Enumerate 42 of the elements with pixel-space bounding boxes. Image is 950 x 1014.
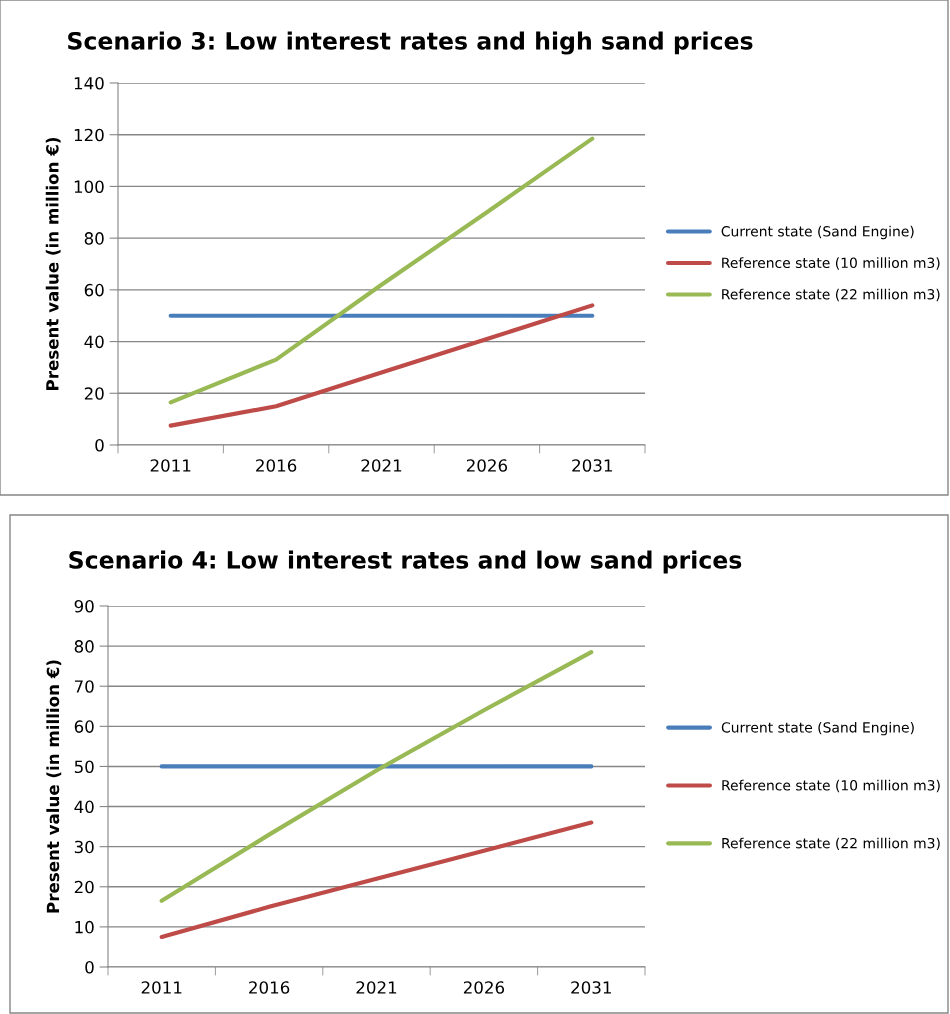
y-tick-label: 0: [85, 960, 94, 974]
x-tick-label: 2031: [572, 459, 612, 472]
legend-label: Reference state (22 million m3): [722, 288, 940, 302]
y-tick-label: 140: [74, 76, 104, 90]
y-tick-label: 0: [95, 438, 104, 452]
y-tick-label: 10: [75, 920, 94, 934]
y-axis-title: Present value (in million €): [45, 137, 61, 390]
line-series: [159, 650, 594, 903]
y-axis-title: Present value (in million €): [46, 660, 62, 913]
x-tick-label: 2026: [463, 981, 505, 994]
x-tick-label: 2021: [361, 459, 402, 472]
x-tick-label: 2016: [256, 459, 297, 472]
legend-label: Current state (Sand Engine): [721, 225, 914, 240]
y-tick-label: 80: [84, 232, 104, 245]
chart-title: Scenario 3: Low interest rates and high sand prices: [68, 31, 753, 55]
x-tick-label: 2011: [150, 459, 191, 472]
legend-label: Reference state (10 million m3): [722, 779, 940, 793]
x-tick-label: 2016: [249, 981, 290, 994]
legend-label: Current state (Sand Engine): [721, 721, 914, 736]
y-tick-label: 40: [84, 335, 104, 349]
y-tick-label: 50: [74, 760, 94, 774]
legend-label: Reference state (22 million m3): [722, 837, 940, 851]
y-tick-label: 120: [74, 128, 104, 142]
line-series: [159, 820, 594, 940]
y-tick-label: 70: [74, 680, 94, 693]
line-series: [168, 303, 595, 428]
x-tick-label: 2026: [466, 459, 508, 472]
y-tick-label: 20: [74, 880, 94, 894]
line-series: [168, 136, 595, 405]
y-tick-label: 90: [74, 599, 94, 613]
x-tick-label: 2031: [571, 981, 611, 994]
y-tick-label: 100: [74, 180, 104, 193]
y-tick-label: 80: [74, 640, 94, 653]
y-tick-label: 60: [84, 283, 104, 297]
x-tick-label: 2011: [141, 981, 182, 994]
y-tick-label: 40: [74, 800, 94, 814]
x-tick-label: 2021: [356, 981, 397, 994]
y-tick-label: 60: [74, 720, 94, 733]
chart-title: Scenario 4: Low interest rates and low sand prices: [69, 550, 742, 574]
y-tick-label: 20: [84, 387, 104, 400]
legend-label: Reference state (10 million m3): [722, 257, 940, 270]
y-tick-label: 30: [74, 840, 94, 854]
